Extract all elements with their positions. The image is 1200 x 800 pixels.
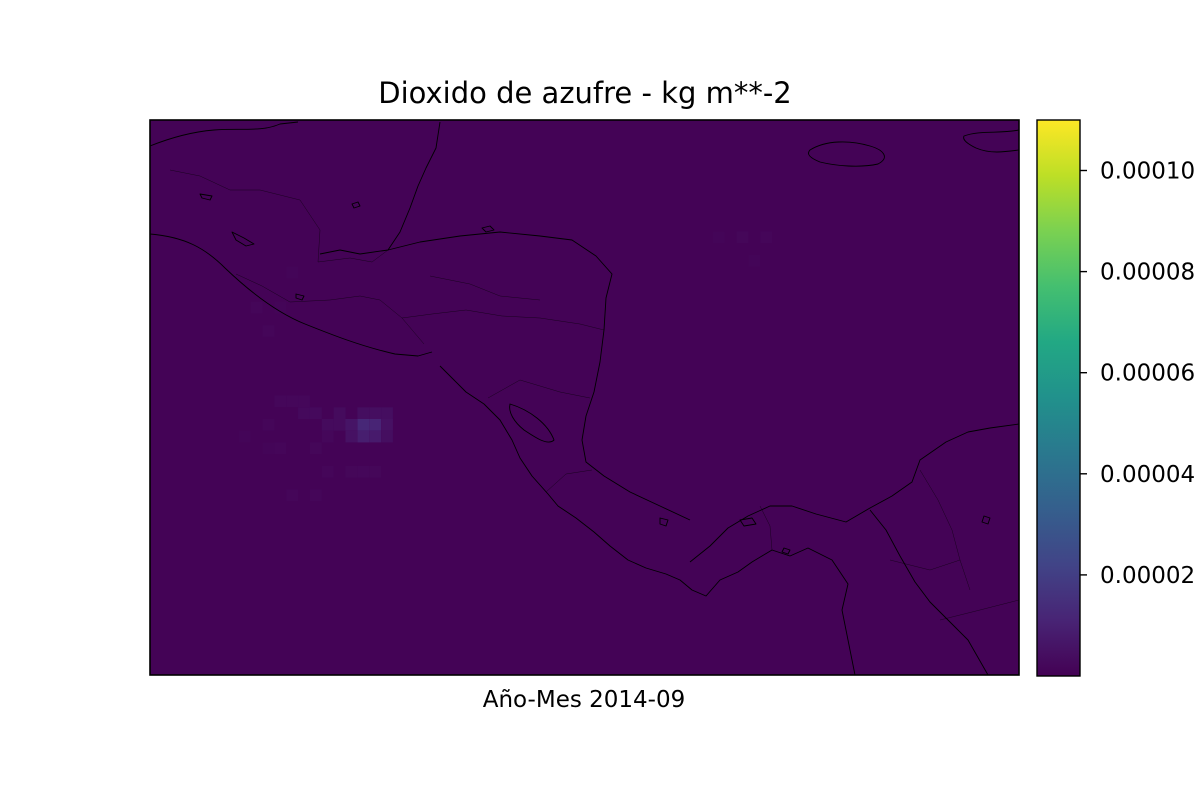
heatmap-cell bbox=[274, 301, 287, 314]
heatmap-cell bbox=[736, 231, 749, 244]
heatmap-cell bbox=[298, 395, 310, 408]
heatmap-cell bbox=[357, 407, 370, 419]
country-borders bbox=[169, 169, 1019, 621]
x-axis-label: Año-Mes 2014-09 bbox=[483, 687, 686, 713]
colorbar-gradient bbox=[1037, 120, 1080, 676]
heatmap-cell bbox=[369, 430, 381, 443]
heatmap-cell bbox=[381, 407, 393, 419]
colorbar-tick-label: 0.00008 bbox=[1100, 260, 1195, 286]
heatmap-cell bbox=[286, 489, 299, 501]
heatmap-cell bbox=[274, 442, 287, 455]
map-frame bbox=[149, 119, 1020, 676]
heatmap-cell bbox=[286, 266, 299, 279]
heatmap-cell bbox=[274, 395, 287, 408]
colorbar: 0.00002 0.00004 0.00006 0.00008 0.00010 bbox=[1036, 119, 1195, 677]
colorbar-frame bbox=[1036, 119, 1081, 677]
heatmap-cell bbox=[310, 489, 322, 501]
heatmap-cell bbox=[345, 430, 358, 443]
heatmap-cell bbox=[357, 430, 370, 443]
heatmap-cell bbox=[310, 407, 322, 419]
heatmap-cell bbox=[357, 465, 370, 478]
heatmap-cell bbox=[250, 301, 263, 314]
heatmap-cell bbox=[760, 231, 773, 244]
colorbar-tick-label: 0.00006 bbox=[1100, 361, 1195, 387]
heatmap-cell bbox=[321, 430, 334, 443]
colorbar-tick-label: 0.00010 bbox=[1100, 159, 1195, 185]
heatmap-cell bbox=[369, 419, 381, 431]
heatmap-cell bbox=[333, 407, 346, 419]
heatmap-cell bbox=[345, 465, 358, 478]
heatmap-cell bbox=[321, 465, 334, 478]
colorbar-tick-label: 0.00002 bbox=[1100, 563, 1195, 589]
heatmap-cell bbox=[262, 419, 275, 431]
heatmap-cell bbox=[310, 442, 322, 455]
heatmap-cell bbox=[369, 407, 381, 419]
heatmap-cell bbox=[262, 325, 275, 337]
map-panel bbox=[149, 119, 1020, 676]
heatmap-cell bbox=[712, 231, 725, 244]
heatmap-cell bbox=[357, 419, 370, 431]
heatmap-cell bbox=[262, 442, 275, 455]
heatmap-cell bbox=[381, 419, 393, 431]
heatmap-cell bbox=[333, 419, 346, 431]
chart-title: Dioxido de azufre - kg m**-2 bbox=[378, 76, 792, 110]
heatmap-cell bbox=[298, 407, 310, 419]
heatmap-cell bbox=[238, 430, 251, 443]
heatmap-cell bbox=[369, 465, 381, 478]
colorbar-tick-label: 0.00004 bbox=[1100, 462, 1195, 488]
heatmap-cell bbox=[321, 419, 334, 431]
heatmap-cell bbox=[345, 419, 358, 431]
coastlines bbox=[150, 121, 1019, 675]
heatmap-cell bbox=[748, 254, 761, 267]
heatmap-cell bbox=[381, 430, 393, 443]
heatmap-cell bbox=[286, 395, 299, 408]
